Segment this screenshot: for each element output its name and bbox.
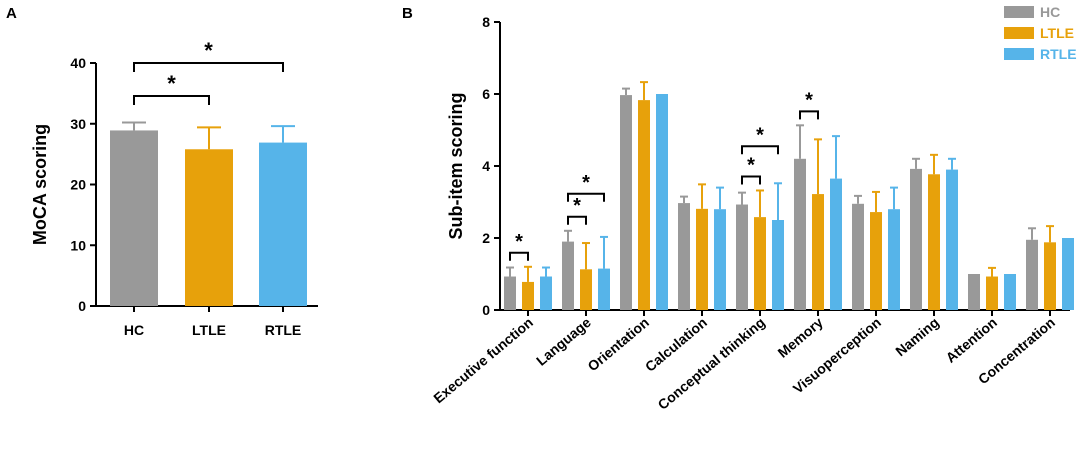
significance-b-2-star: * xyxy=(582,172,590,194)
bar-b-hc xyxy=(968,274,980,310)
panel-label-a: A xyxy=(6,5,17,22)
chart-subitems: 0 2 4 6 8 Sub-item scoring Executive function L… xyxy=(430,4,1076,413)
bar-a-hc xyxy=(110,130,158,306)
bar-b-rtle xyxy=(1004,274,1016,310)
significance-b-0-star: * xyxy=(515,231,523,253)
bar-b-ltle xyxy=(986,276,998,310)
bar-a-rtle xyxy=(259,142,307,306)
y-axis-label-a: MoCA scoring xyxy=(30,124,50,245)
bar-b-rtle xyxy=(946,169,958,310)
bar-b-rtle xyxy=(656,94,668,310)
legend-label-rtle: RTLE xyxy=(1040,46,1077,62)
bar-b-hc xyxy=(504,276,516,310)
legend-label-ltle: LTLE xyxy=(1040,25,1074,41)
bar-b-ltle xyxy=(1044,242,1056,310)
bar-b-ltle xyxy=(638,100,650,311)
chart-moca: 0 10 20 30 40 MoCA scoring HC LTLE RTLE * * xyxy=(30,38,318,338)
significance-a-0-bracket xyxy=(133,95,210,105)
bar-b-rtle xyxy=(1062,238,1074,310)
significance-a-1-star: * xyxy=(204,38,213,63)
bar-b-hc xyxy=(678,203,690,310)
bar-b-rtle xyxy=(714,209,726,310)
bar-b-ltle xyxy=(870,212,882,310)
x-tick-label-b: Naming xyxy=(892,314,942,359)
x-tick-label-a: RTLE xyxy=(265,322,302,338)
bar-b-ltle xyxy=(522,281,534,310)
x-tick-label-b: Conceptual thinking xyxy=(655,314,768,413)
y-tick-label-b: 2 xyxy=(482,230,490,246)
bar-b-rtle xyxy=(772,220,784,310)
bar-b-hc xyxy=(736,204,748,310)
legend-swatch-ltle xyxy=(1004,27,1034,39)
y-tick-label-b: 4 xyxy=(482,158,490,174)
bar-a-ltle xyxy=(185,149,233,306)
significance-a-0-star: * xyxy=(167,71,176,96)
legend-swatch-hc xyxy=(1004,6,1034,18)
y-tick-label-a: 0 xyxy=(78,298,86,314)
panel-label-b: B xyxy=(402,5,413,22)
x-tick-label-b: Attention xyxy=(943,314,1000,366)
y-tick-label-a: 10 xyxy=(70,237,86,253)
bar-b-ltle xyxy=(812,194,824,310)
bar-b-hc xyxy=(562,241,574,310)
significance-b-3-star: * xyxy=(747,154,755,176)
bar-b-ltle xyxy=(580,269,592,310)
y-tick-label-b: 6 xyxy=(482,86,490,102)
bar-b-rtle xyxy=(598,268,610,310)
y-tick-label-b: 8 xyxy=(482,14,490,30)
bar-b-rtle xyxy=(540,276,552,310)
significance-b-0-bracket xyxy=(509,251,529,261)
significance-b-4-star: * xyxy=(756,124,764,146)
bar-b-hc xyxy=(620,95,632,310)
significance-b-4-bracket xyxy=(741,145,779,155)
significance-b-5-star: * xyxy=(805,89,813,111)
y-tick-label-a: 40 xyxy=(70,55,86,71)
x-tick-label-a: HC xyxy=(124,322,144,338)
bar-b-rtle xyxy=(830,178,842,310)
bar-b-hc xyxy=(852,203,864,310)
bar-b-rtle xyxy=(888,209,900,310)
y-tick-label-a: 30 xyxy=(70,116,86,132)
y-tick-label-b: 0 xyxy=(482,302,490,318)
significance-a-1-bracket xyxy=(133,62,284,72)
x-tick-label-b: Orientation xyxy=(584,314,651,374)
significance-b-2-bracket xyxy=(567,192,605,202)
legend-swatch-rtle xyxy=(1004,48,1034,60)
bar-b-ltle xyxy=(754,217,766,310)
x-tick-label-b: Memory xyxy=(775,314,827,361)
significance-b-1-star: * xyxy=(573,195,581,217)
bar-b-ltle xyxy=(928,174,940,310)
significance-b-3-bracket xyxy=(741,175,761,185)
significance-b-1-bracket xyxy=(567,215,587,225)
y-tick-label-a: 20 xyxy=(70,177,86,193)
bar-b-hc xyxy=(910,168,922,310)
x-tick-label-a: LTLE xyxy=(192,322,226,338)
bar-b-ltle xyxy=(696,208,708,310)
legend-label-hc: HC xyxy=(1040,4,1060,20)
x-tick-label-b: Executive function xyxy=(430,314,536,406)
significance-b-5-bracket xyxy=(799,110,819,120)
bar-b-hc xyxy=(1026,239,1038,310)
bar-b-hc xyxy=(794,158,806,310)
y-axis-label-b: Sub-item scoring xyxy=(446,92,466,239)
